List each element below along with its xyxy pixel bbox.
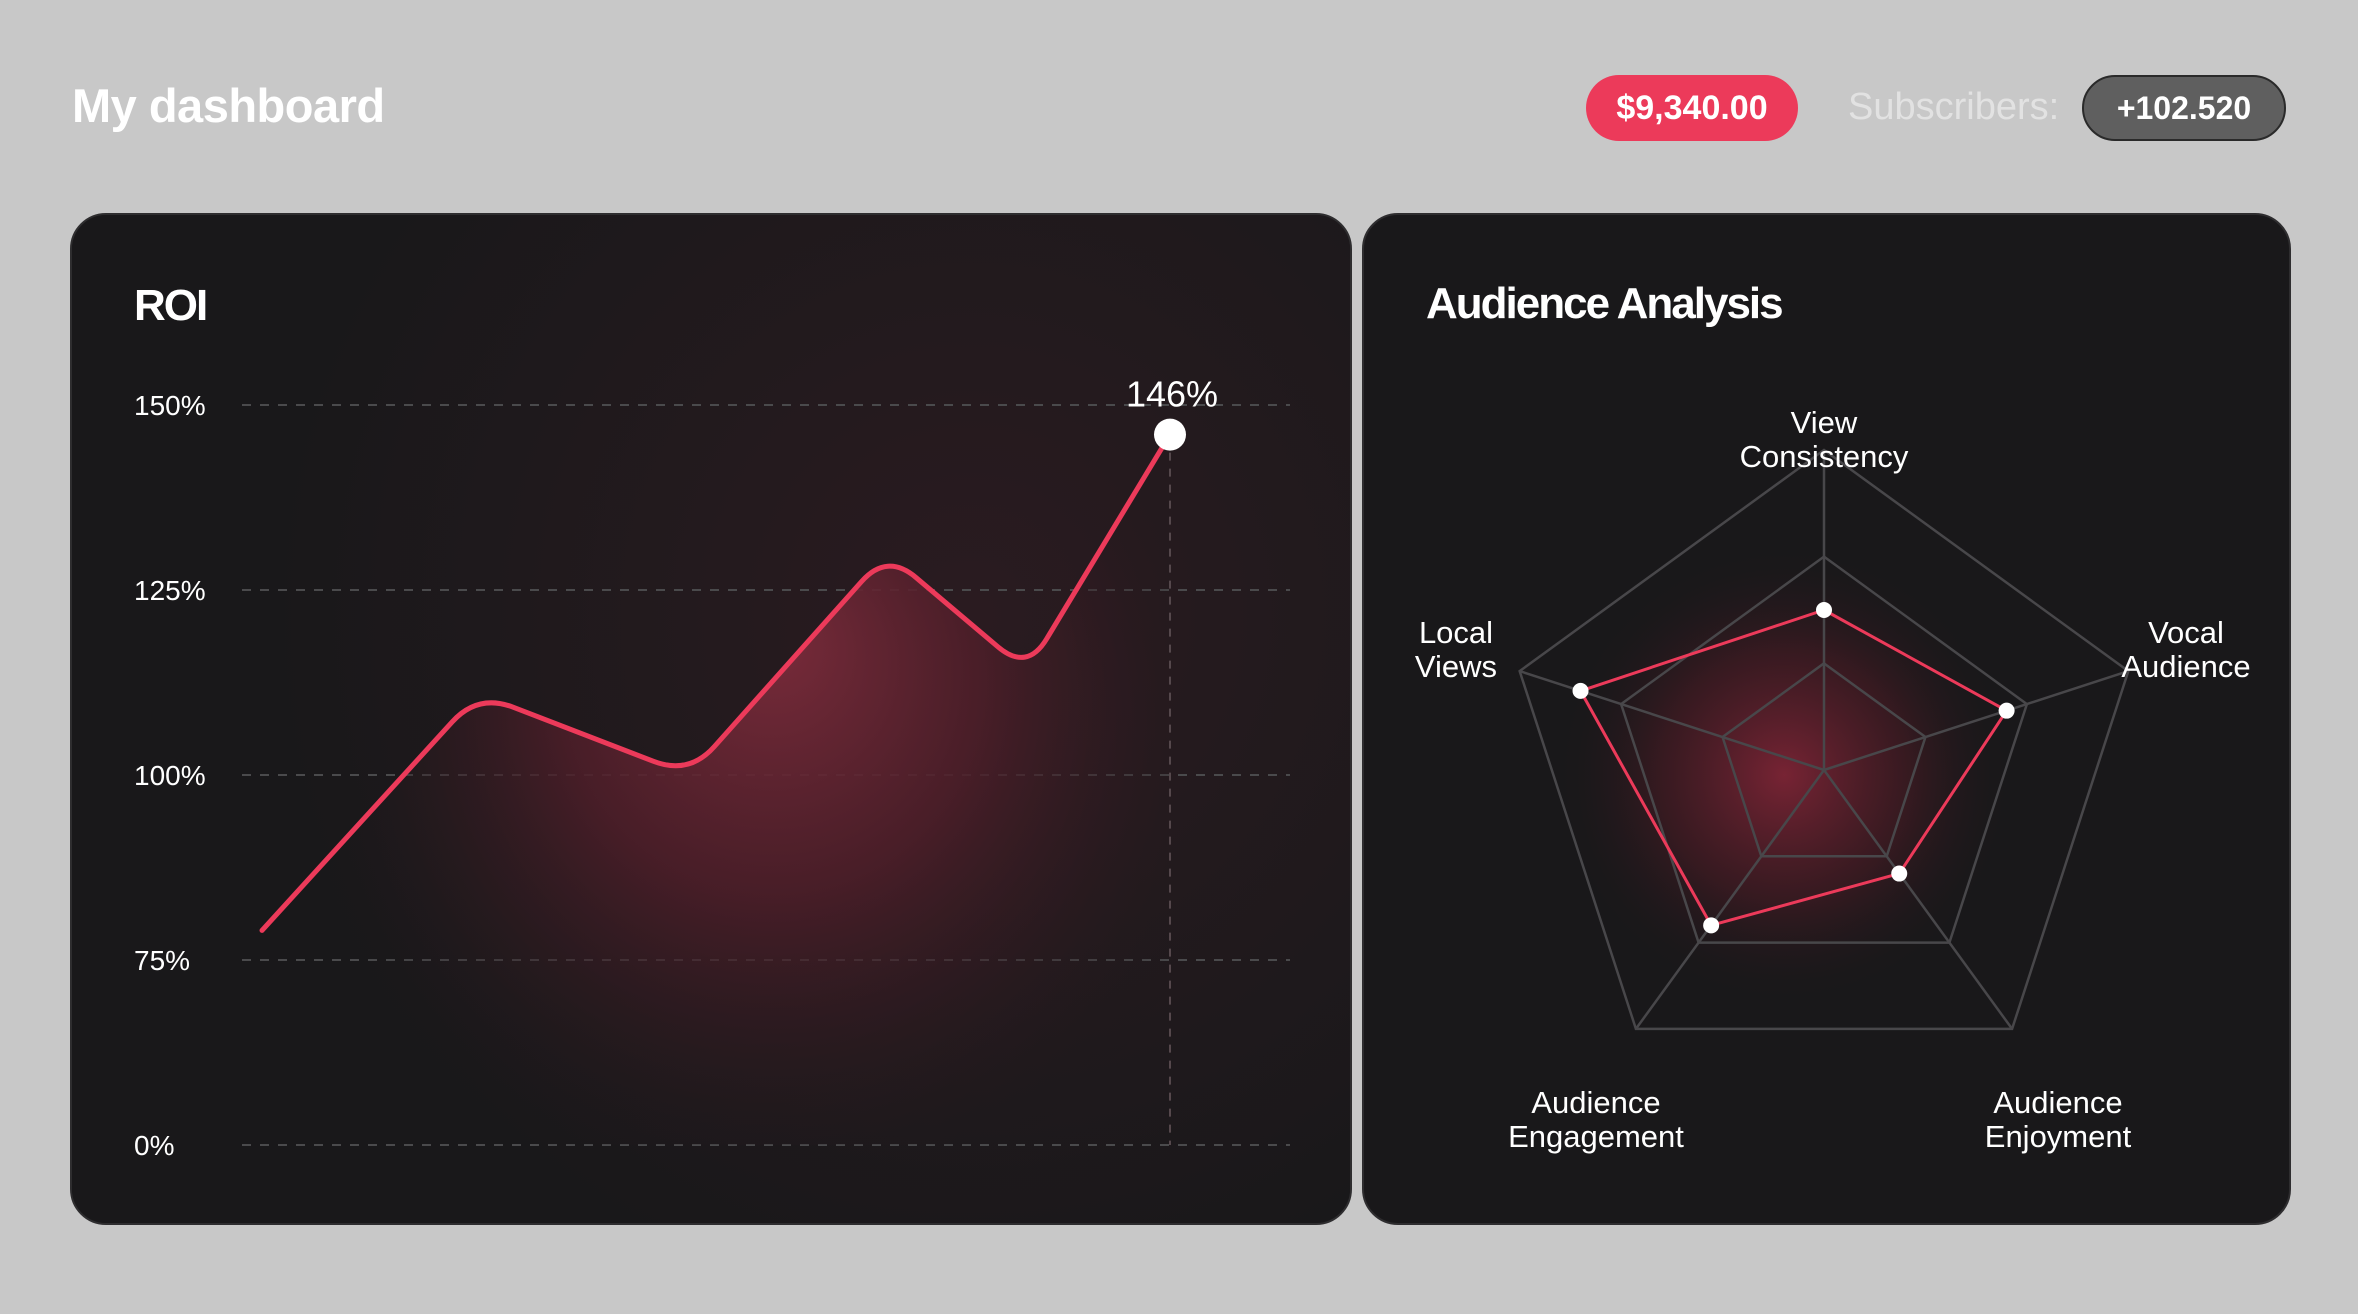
subscribers-badge: +102.520 [2082, 75, 2286, 141]
radar-point[interactable] [1891, 865, 1908, 882]
roi-y-tick-label: 75% [134, 945, 190, 976]
radar-point[interactable] [1703, 917, 1720, 934]
roi-card: ROI 150% 125% 100% 75% 0% 146% [70, 213, 1352, 1225]
radar-ring [1518, 448, 2130, 1031]
audience-title: Audience Analysis [1426, 279, 1782, 328]
roi-y-tick-label: 150% [134, 390, 206, 421]
revenue-badge: $9,340.00 [1586, 75, 1798, 141]
roi-chart: ROI 150% 125% 100% 75% 0% 146% [72, 215, 1350, 1223]
roi-y-tick-label: 0% [134, 1130, 174, 1161]
radar-ring [1619, 555, 2029, 944]
roi-highlight-point[interactable] [1154, 418, 1186, 451]
roi-y-tick-label: 125% [134, 575, 206, 606]
radar-point[interactable] [1816, 602, 1832, 618]
roi-title: ROI [134, 281, 206, 330]
audience-radar-chart: Audience Analysis View Consistency Vocal Au… [1415, 279, 2251, 1154]
radar-spoke [1519, 669, 1825, 772]
radar-spoke [1823, 669, 2129, 772]
roi-y-tick-label: 100% [134, 760, 206, 791]
radar-ring [1721, 661, 1927, 858]
radar-axis-label: Audience Engagement [1508, 1085, 1684, 1154]
audience-card: Audience Analysis View Consistency Vocal Au… [1362, 213, 2291, 1225]
radar-axis-label: Audience Enjoyment [1985, 1085, 2132, 1154]
radar-point[interactable] [1998, 702, 2015, 719]
radar-point[interactable] [1572, 682, 1589, 699]
radar-axis-label: Local Views [1415, 615, 1497, 684]
radar-spoke [1822, 769, 2014, 1030]
radar-axis-label: Vocal Audience [2121, 615, 2250, 684]
roi-area-fill [262, 434, 1170, 1146]
roi-series-line [259, 432, 1173, 933]
page-title: My dashboard [72, 79, 385, 132]
radar-axis-label: View Consistency [1740, 405, 1909, 474]
radar-series-polygon [1579, 608, 2009, 927]
subscribers-label: Subscribers: [1848, 86, 2060, 128]
roi-highlight-label: 146% [1126, 374, 1218, 415]
radar-spoke [1634, 769, 1826, 1030]
